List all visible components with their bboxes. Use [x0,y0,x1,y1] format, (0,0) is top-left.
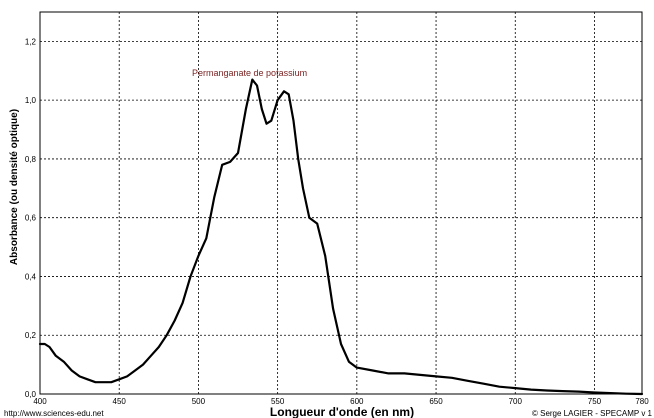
grid-lines [40,12,642,394]
data-point [435,375,437,377]
data-point [256,84,258,87]
data-point [158,346,160,348]
data-point [94,381,97,383]
x-axis-ticks: 400 450 500 550 600 650 700 750 780 [33,397,649,406]
data-point [288,93,290,95]
y-tick-label: 1,2 [25,37,37,46]
data-point [403,372,405,375]
data-point [39,343,41,345]
data-point [126,375,128,377]
x-tick-label: 550 [271,397,285,406]
data-point [283,90,285,92]
data-point [593,391,596,394]
data-point [86,378,89,380]
data-point [71,369,73,372]
data-point [348,361,350,363]
data-point [277,99,279,101]
data-point [55,355,57,357]
data-point [261,108,263,110]
data-point [150,355,152,357]
data-point [44,343,46,345]
data-point [332,308,334,310]
x-tick-label: 500 [192,397,206,406]
x-tick-label: 750 [588,397,602,406]
data-point [324,255,326,257]
data-point [134,369,136,372]
x-tick-label: 650 [429,397,443,406]
data-point [451,377,453,379]
data-point [265,123,268,125]
data-point [292,120,295,122]
plot-frame [39,11,643,395]
data-point [530,388,532,391]
data-point [340,343,342,345]
x-tick-label: 600 [350,397,364,406]
x-tick-label: 400 [33,397,47,406]
data-point [498,386,501,388]
data-point [387,372,390,375]
data-point [270,120,272,122]
data-point [245,108,247,110]
data-point [174,319,176,322]
data-point [213,196,215,198]
x-tick-label: 450 [113,397,127,406]
y-axis-label: Absorbance (ou densité optique) [9,109,20,265]
spectrum-series [38,78,644,396]
data-point [356,366,358,369]
data-point [308,217,310,219]
data-point [197,255,200,257]
x-tick-label: 700 [509,397,523,406]
y-axis-ticks: 0,0 0,2 0,4 0,6 0,8 1,0 1,2 [25,37,37,399]
data-point [205,237,207,239]
data-point [110,381,112,383]
data-point [48,346,51,348]
data-point [419,374,421,376]
x-axis-label: Longueur d'onde (en nm) [270,405,414,418]
data-point [514,387,516,389]
data-point [562,390,564,392]
data-point [467,380,469,382]
data-point [578,391,580,393]
data-point [166,334,168,336]
data-point [181,302,184,304]
y-tick-label: 0,2 [25,331,37,340]
y-tick-label: 0,6 [25,214,37,223]
y-tick-label: 0,0 [25,390,37,399]
data-point [641,393,643,395]
data-point [189,275,192,278]
series-line [38,78,644,396]
data-point [63,361,65,363]
y-tick-label: 1,0 [25,96,37,105]
data-point [609,392,611,394]
data-point [546,389,548,392]
data-point [221,164,223,166]
data-point [251,78,253,81]
annotation-label: Permanganate de potassium [192,68,307,78]
data-point [79,375,81,377]
right-credit: © Serge LAGIER - SPECAMP v 1 [532,409,653,418]
data-point [625,393,627,395]
data-point [297,158,299,160]
data-point [118,378,120,380]
data-point [302,187,304,189]
x-tick-label: 780 [635,397,649,406]
data-point [142,364,144,366]
y-tick-label: 0,4 [25,272,37,281]
data-point [372,369,374,372]
y-tick-label: 0,8 [25,155,37,164]
data-point [102,381,104,383]
data-point [229,161,231,163]
data-point [482,383,485,385]
data-point [237,152,239,154]
data-point [316,222,318,225]
left-credit: http://www.sciences-edu.net [4,409,104,418]
